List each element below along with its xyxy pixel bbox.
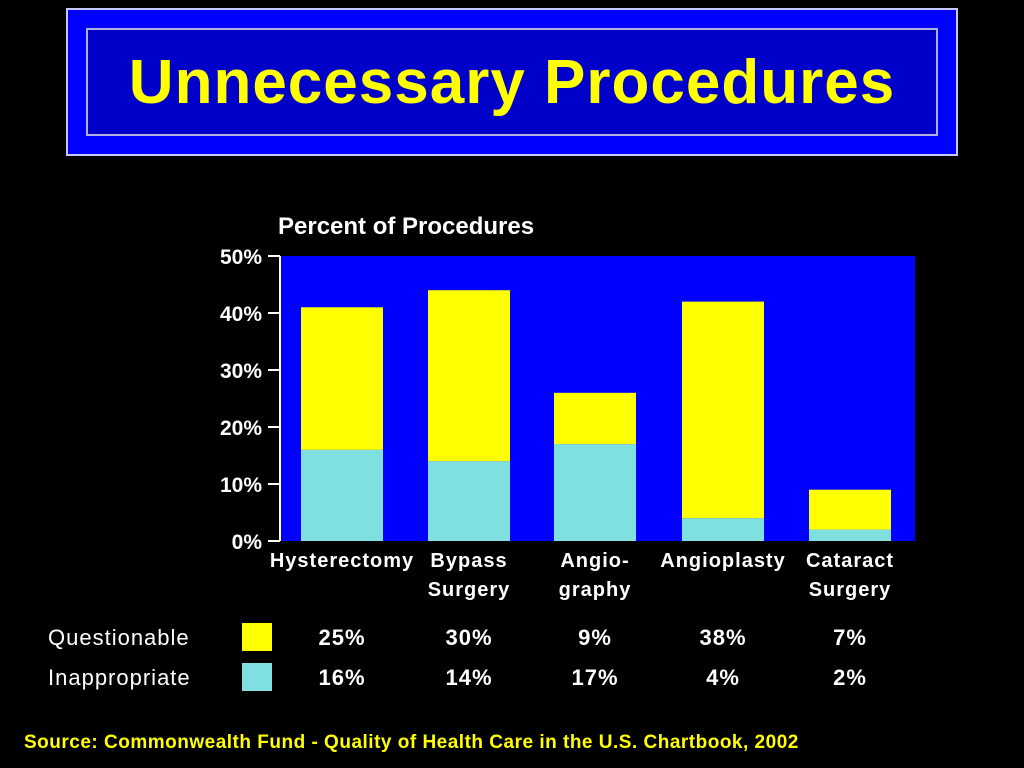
x-category-label: Surgery xyxy=(809,579,892,601)
value-label: 14% xyxy=(445,665,492,690)
legend-label: Questionable xyxy=(48,625,190,650)
value-label: 16% xyxy=(318,665,365,690)
bar-questionable xyxy=(809,489,891,530)
bar-inappropriate xyxy=(554,444,636,541)
y-tick-label: 40% xyxy=(220,303,262,326)
stacked-bar-chart: Percent of Procedures 0% 10% 20% 30% 40% 50% Hy… xyxy=(48,213,915,691)
y-tick-label: 30% xyxy=(220,360,262,383)
bar-questionable xyxy=(554,392,636,445)
value-label: 9% xyxy=(578,625,612,650)
legend-swatch xyxy=(242,663,272,691)
bar-questionable xyxy=(301,307,383,450)
title-box-inner: Unnecessary Procedures xyxy=(86,28,938,136)
value-label: 4% xyxy=(706,665,740,690)
y-tick-label: 50% xyxy=(220,246,262,269)
legend-label: Inappropriate xyxy=(48,665,191,690)
legend-swatch xyxy=(242,623,272,651)
bar-inappropriate xyxy=(301,449,383,541)
title-box: Unnecessary Procedures xyxy=(66,8,958,156)
x-category-label: Surgery xyxy=(428,579,511,601)
y-tick-label: 0% xyxy=(232,531,263,554)
value-label: 17% xyxy=(571,665,618,690)
x-category-label: Bypass xyxy=(430,550,507,572)
y-tick-label: 20% xyxy=(220,417,262,440)
bar-inappropriate xyxy=(428,461,510,541)
x-category-label: Angioplasty xyxy=(660,550,785,572)
y-tick-label: 10% xyxy=(220,474,262,497)
bar-questionable xyxy=(682,301,764,519)
value-label: 38% xyxy=(699,625,746,650)
bar-inappropriate xyxy=(682,518,764,541)
bar-inappropriate xyxy=(809,529,891,541)
x-category-label: Cataract xyxy=(806,550,894,572)
x-category-label: Angio- xyxy=(560,550,629,572)
x-category-label: Hysterectomy xyxy=(270,550,414,572)
value-label: 2% xyxy=(833,665,867,690)
source-note: Source: Commonwealth Fund - Quality of H… xyxy=(24,732,799,753)
slide-title: Unnecessary Procedures xyxy=(128,47,896,117)
value-label: 30% xyxy=(445,625,492,650)
chart-title: Percent of Procedures xyxy=(278,213,534,240)
x-category-label: graphy xyxy=(559,579,632,601)
value-label: 7% xyxy=(833,625,867,650)
bar-questionable xyxy=(428,290,510,462)
value-label: 25% xyxy=(318,625,365,650)
